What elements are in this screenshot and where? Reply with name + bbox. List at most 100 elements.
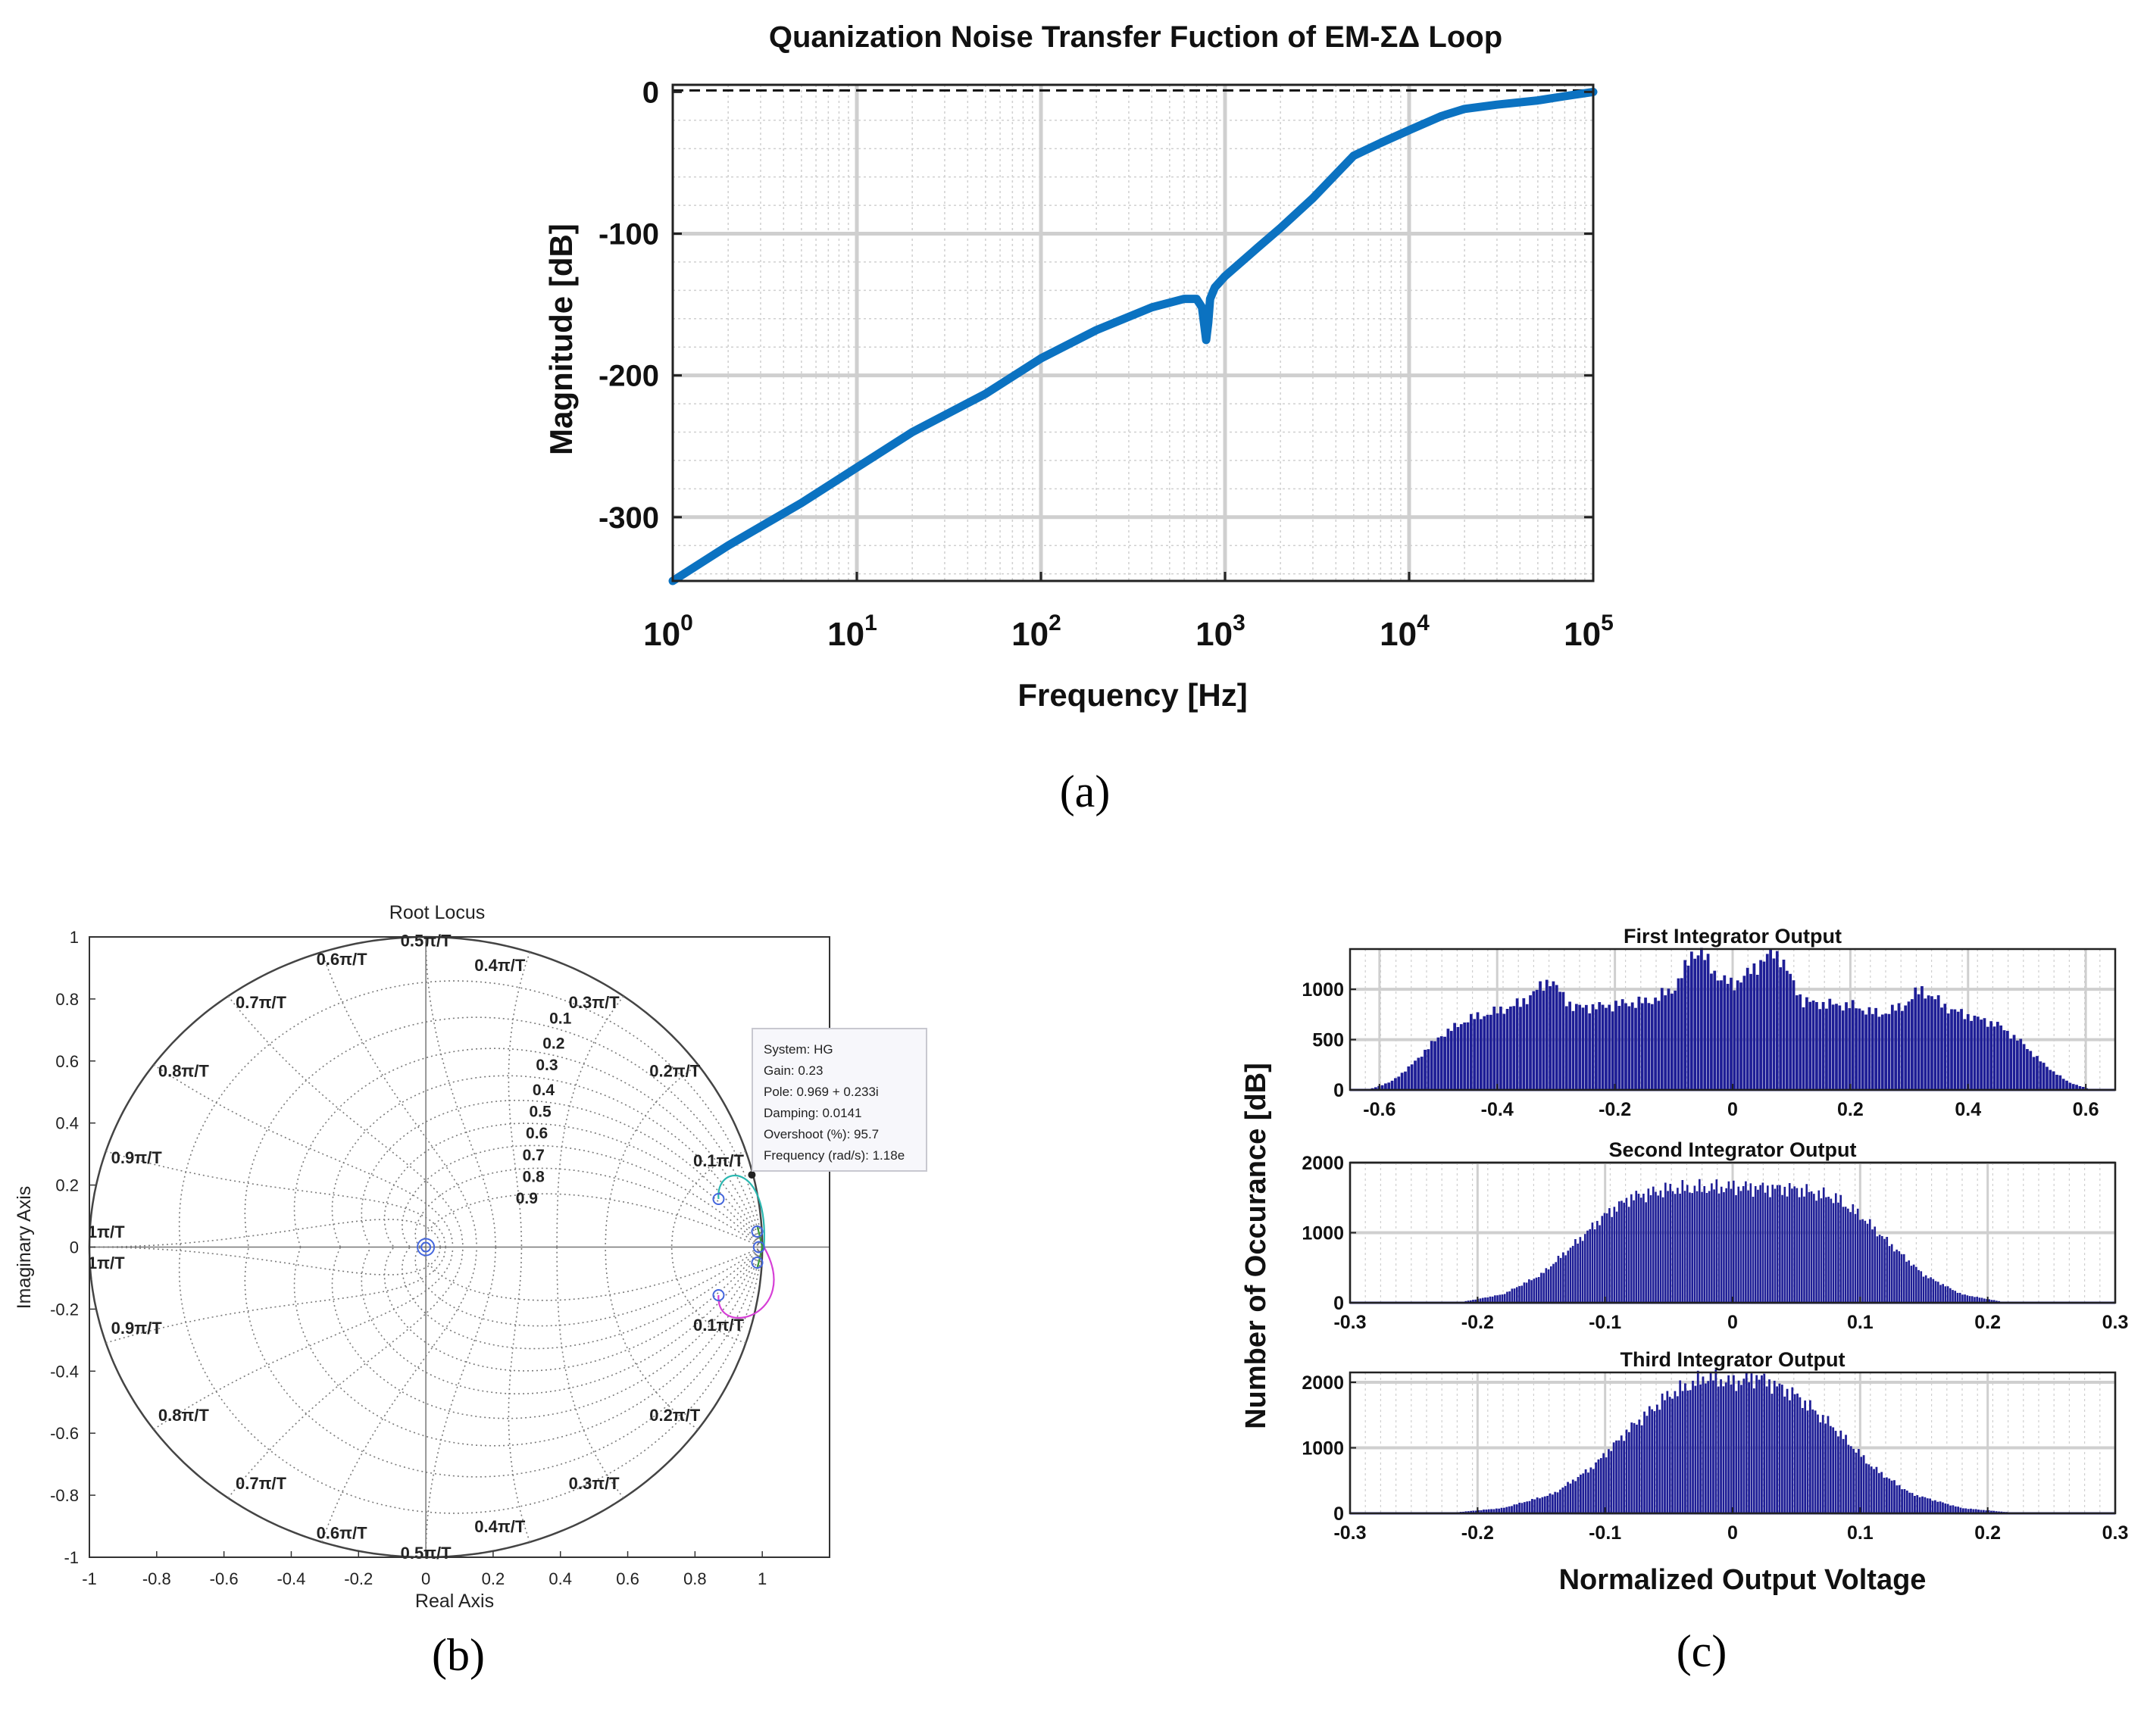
hist-bar: [1571, 1479, 1574, 1513]
hist-bar: [1730, 977, 1733, 1090]
hist-bar: [1880, 1472, 1883, 1513]
hist-bar: [1908, 1260, 1910, 1303]
hist-bar: [1644, 998, 1647, 1090]
hist-bar: [1689, 1390, 1692, 1513]
hist-bar: [1555, 1262, 1558, 1303]
damping-label: 0.9: [516, 1190, 538, 1207]
hist-bar: [1748, 1382, 1750, 1513]
hist-bar: [1555, 985, 1558, 1090]
natural-frequency-curve: [605, 1064, 699, 1247]
hist-bar: [1716, 980, 1720, 1090]
hist-bar: [1479, 1019, 1483, 1090]
hist-bar: [1983, 1298, 1986, 1303]
hist-bar: [1999, 1025, 2003, 1090]
x-tick-label: 105: [1564, 610, 1614, 653]
hist-bar: [1759, 1185, 1761, 1303]
hist-y-tick-label: 2000: [1302, 1153, 1344, 1174]
hist-bar: [1584, 1469, 1587, 1513]
hist-bar: [1883, 1238, 1886, 1303]
hist-bar: [1564, 1255, 1567, 1303]
hist-bar: [1801, 1407, 1804, 1513]
hist-bar: [1827, 1416, 1830, 1513]
hist-bar: [1796, 1393, 1799, 1513]
hist-bar: [1713, 970, 1717, 1090]
hist-bar: [1778, 1383, 1781, 1513]
panel-a-xlabel: Frequency [Hz]: [1017, 677, 1247, 713]
hist-bar: [1761, 1375, 1763, 1513]
y-tick-label: -0.6: [50, 1424, 79, 1443]
hist-bar: [1740, 1385, 1742, 1513]
natural-frequency-curve: [670, 1151, 746, 1247]
hist-bar: [1466, 1022, 1470, 1090]
freq-label-upper: 0.9π/T: [111, 1148, 163, 1167]
hist-bar: [1722, 1386, 1725, 1513]
panel-a-title: Quanization Noise Transfer Fuction of EM…: [769, 20, 1502, 54]
hist-y-tick-label: 1000: [1302, 1223, 1344, 1244]
hist-bar: [1545, 979, 1549, 1090]
freq-label-upper: 0.5π/T: [401, 931, 452, 950]
datatip[interactable]: System: HG Gain: 0.23 Pole: 0.969 + 0.23…: [752, 1028, 927, 1172]
hist-bar: [1739, 1191, 1742, 1303]
hist-bar: [1956, 1292, 1959, 1303]
hist-bar: [1822, 1187, 1825, 1303]
hist-bar: [1613, 1207, 1616, 1303]
freq-label-upper: 0.7π/T: [236, 993, 287, 1012]
hist-bar: [1898, 1485, 1901, 1513]
hist-bar: [1686, 965, 1690, 1090]
hist-bar: [1549, 1266, 1552, 1303]
y-tick-label: -0.4: [50, 1362, 79, 1381]
natural-frequency-curve: [321, 1247, 478, 1543]
hist-bar: [1667, 1191, 1669, 1303]
hist-bar: [1730, 1188, 1733, 1303]
hist-bar: [1647, 1188, 1650, 1303]
hist-bar: [1890, 1004, 1894, 1090]
hist-bar: [1795, 995, 1799, 1090]
hist-bar: [1817, 1414, 1819, 1513]
hist-bar: [1737, 1186, 1740, 1303]
x-tick-label: -1: [82, 1569, 97, 1588]
hist-bar: [1650, 1004, 1654, 1090]
panel-a-ylabel: Magnitude [dB]: [543, 223, 579, 455]
hist-bar: [1593, 1229, 1596, 1303]
hist-bar: [1469, 1013, 1473, 1090]
hist-bar: [1875, 1466, 1878, 1513]
hist-bar: [1720, 1379, 1722, 1513]
hist-bar: [1499, 1006, 1502, 1090]
hist-bar: [1605, 1213, 1608, 1303]
hist-bar: [1666, 1391, 1669, 1513]
hist-bar: [1627, 1006, 1631, 1090]
datatip-line-1: System: HG: [764, 1042, 833, 1057]
damping-label: 0.3: [536, 1057, 558, 1074]
hist-bar: [1786, 1196, 1789, 1303]
hist-bar: [1905, 1490, 1908, 1513]
hist-bar: [1954, 1291, 1957, 1303]
hist-bar: [1679, 1380, 1682, 1513]
hist-bar: [1505, 1008, 1509, 1090]
hist-bar: [1908, 1492, 1911, 1513]
hist-bar: [1985, 1510, 1988, 1513]
hist-bar: [1900, 1254, 1903, 1303]
hist-bar: [1614, 1001, 1617, 1090]
damping-curve: [293, 1247, 763, 1447]
hist-bar: [1630, 1002, 1634, 1090]
hist-bar: [1720, 1186, 1723, 1303]
hist-bar: [1420, 1057, 1424, 1090]
hist-bar: [1394, 1078, 1397, 1090]
hist-bar: [1893, 1251, 1896, 1303]
hist-bar: [1855, 1452, 1858, 1513]
hist-bar: [1838, 1005, 1842, 1090]
hist-bar: [1661, 1393, 1664, 1513]
hist-bar: [1839, 1194, 1842, 1303]
hist-bar: [1765, 954, 1769, 1090]
zero-marker: [751, 1256, 764, 1269]
hist-bar: [1914, 1496, 1916, 1513]
damping-curve: [178, 980, 763, 1247]
hist-bar: [1717, 1193, 1721, 1303]
hist-bar: [1571, 1010, 1575, 1090]
hist-bar: [1861, 1010, 1864, 1090]
hist-bar: [1849, 1212, 1852, 1303]
hist-bar: [1511, 1506, 1513, 1513]
hist-bar: [1681, 1179, 1684, 1303]
hist-bar: [1683, 960, 1687, 1090]
hist-bar: [1542, 991, 1545, 1090]
